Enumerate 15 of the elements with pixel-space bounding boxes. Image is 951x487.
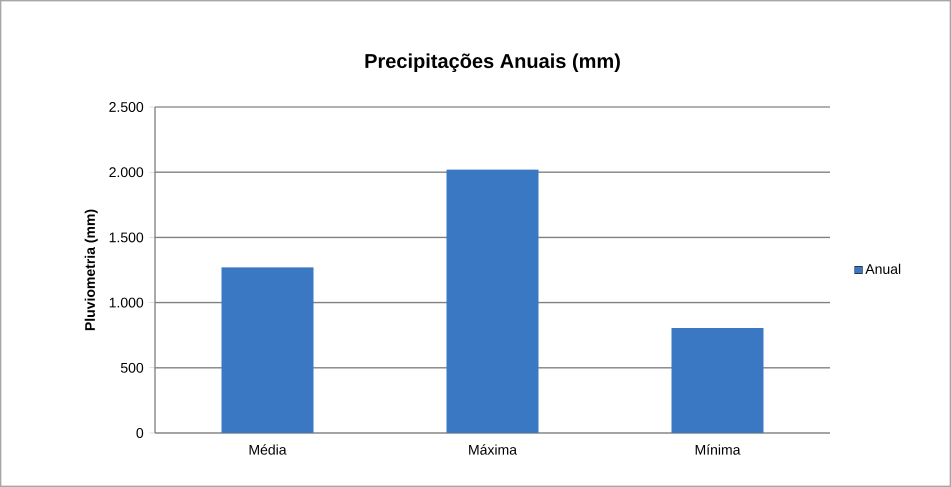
y-tick-label: 2.500 — [109, 102, 144, 112]
y-tick-label: 2.000 — [109, 167, 144, 178]
legend-label: Anual — [865, 264, 900, 274]
y-axis-title: Pluviometria (mm) — [84, 210, 98, 330]
chart-title: Precipitações Anuais (mm) — [365, 53, 620, 72]
bar — [672, 328, 764, 434]
y-tick-label: 500 — [120, 362, 144, 373]
x-tick-label: Média — [250, 444, 287, 455]
bar — [222, 267, 314, 434]
y-tick-label: 1.000 — [110, 298, 144, 308]
y-tick-label: 1.500 — [110, 232, 144, 242]
x-tick-label: Máxima — [469, 444, 517, 455]
x-tick-label: Mínima — [696, 444, 740, 455]
bar — [446, 170, 539, 434]
y-tick-label: 0 — [136, 428, 144, 438]
